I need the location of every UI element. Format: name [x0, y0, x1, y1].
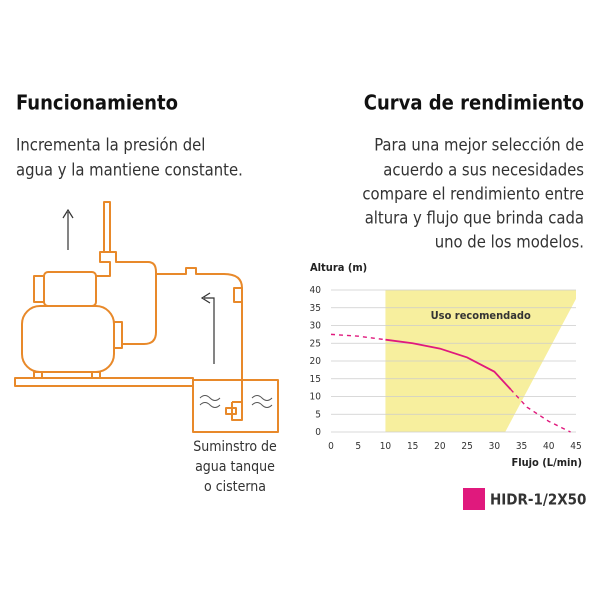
left-title: Funcionamiento: [16, 91, 178, 115]
right-text: altura y flujo que brinda cada: [365, 209, 584, 228]
y-tick-label: 10: [310, 392, 322, 403]
right-text: acuerdo a sus necesidades: [383, 161, 584, 180]
right-text: Para una mejor selección de: [374, 136, 584, 155]
x-axis-label: Flujo (L/min): [511, 456, 582, 469]
x-tick-label: 45: [570, 441, 581, 452]
area-label: Uso recomendado: [431, 309, 531, 322]
y-tick-label: 35: [310, 303, 321, 314]
right-title: Curva de rendimiento: [364, 91, 584, 115]
x-tick-label: 25: [461, 441, 472, 452]
caption: agua tanque: [195, 459, 275, 475]
pump-diagram: [14, 201, 279, 433]
caption: Suminstro de: [193, 439, 277, 455]
caption: o cisterna: [204, 479, 266, 495]
x-tick-label: 15: [407, 441, 418, 452]
right-text: compare el rendimiento entre: [362, 185, 584, 204]
series-line: [385, 338, 512, 391]
y-tick-label: 5: [315, 409, 321, 420]
x-tick-label: 0: [328, 441, 334, 452]
left-text: agua y la mantiene constante.: [16, 161, 243, 180]
legend-swatch: [463, 488, 485, 510]
y-tick-label: 40: [310, 285, 322, 296]
x-tick-label: 40: [543, 441, 555, 452]
legend-label: HIDR-1/2X50: [490, 491, 586, 509]
y-tick-label: 15: [310, 374, 321, 385]
x-tick-label: 30: [489, 441, 501, 452]
series-line: [330, 333, 386, 341]
y-tick-label: 30: [310, 321, 322, 332]
y-tick-label: 25: [310, 338, 321, 349]
x-tick-label: 10: [380, 441, 392, 452]
left-text: Incrementa la presión del: [16, 136, 205, 155]
right-text: uno de los modelos.: [435, 233, 584, 252]
y-tick-label: 20: [310, 356, 322, 367]
y-axis-label: Altura (m): [310, 261, 367, 274]
chart: Uso recomendado 0 5 10 15 20 25 30 35 40 0 5 10 15 20 2…: [310, 285, 586, 510]
x-tick-label: 20: [434, 441, 446, 452]
x-tick-label: 35: [516, 441, 527, 452]
x-tick-label: 5: [355, 441, 361, 452]
y-tick-label: 0: [315, 427, 321, 438]
